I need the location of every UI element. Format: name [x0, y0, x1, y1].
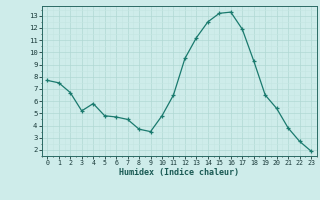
X-axis label: Humidex (Indice chaleur): Humidex (Indice chaleur) — [119, 168, 239, 177]
